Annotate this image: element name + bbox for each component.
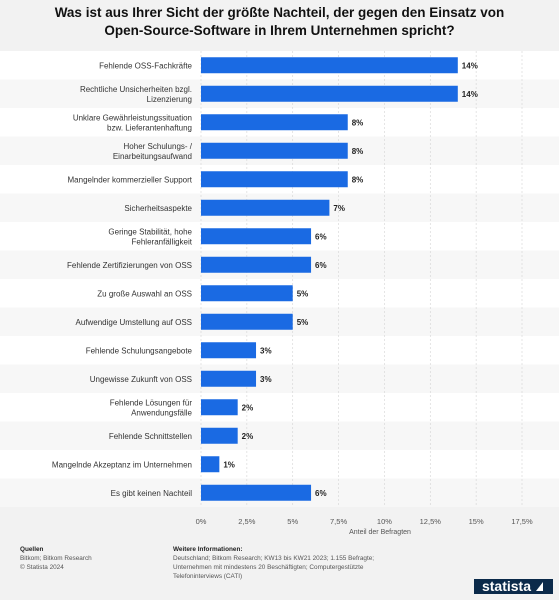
bar-value-label: 1% [223,460,235,469]
row-stripe [0,336,559,365]
x-tick-label: 5% [287,517,298,526]
category-label: Fehlende Schnittstellen [109,432,192,441]
bar [201,142,348,159]
bar-value-label: 7% [333,204,345,213]
row-stripe [0,421,559,450]
category-label: Fehlende Zertifizierungen von OSS [67,261,192,270]
bar-value-label: 5% [297,318,309,327]
bar [201,171,348,188]
category-label-line: Hoher Schulungs- / [124,142,193,151]
bar-value-label: 8% [352,147,364,156]
logo-text: statista [481,578,531,594]
bar [201,313,293,330]
bar-value-label: 8% [352,175,364,184]
logo-mark-icon [536,582,543,591]
category-label-line: Fehlende Schnittstellen [109,432,192,441]
category-label-line: bzw. Lieferantenhaftung [107,123,192,132]
category-label: Geringe Stabilität, hohe Fehleranfälligke… [108,227,192,246]
category-label: Rechtliche Unsicherheiten bzgl. Lizenzier… [80,85,192,104]
category-label: Fehlende Lösungen für Anwendungsfälle [110,398,193,417]
bar [201,85,458,102]
bar [201,228,312,245]
category-label: Fehlende Schulungsangebote [86,346,193,355]
category-label-line: Unklare Gewährleistungssituation [73,113,192,122]
bar [201,484,312,501]
x-tick-label: 15% [469,517,484,526]
bar-value-label: 6% [315,232,327,241]
category-label: Ungewisse Zukunft von OSS [90,375,192,384]
x-tick-label: 7,5% [330,517,347,526]
category-label-line: Rechtliche Unsicherheiten bzgl. [80,85,192,94]
category-label: Es gibt keinen Nachteil [111,489,193,498]
category-label-line: Es gibt keinen Nachteil [111,489,193,498]
row-stripe [0,393,559,422]
bar-value-label: 14% [462,90,478,99]
bar-value-label: 14% [462,61,478,70]
category-label: Hoher Schulungs- / Einarbeitungsaufwand [113,142,193,161]
bar-chart: 14% Fehlende OSS-Fachkräfte 14% Rechtliche … [0,51,559,526]
sources-block: Quellen Bitkom; Bitkom Research © Statis… [20,545,92,572]
sources-heading: Quellen [20,546,44,553]
bar-value-label: 3% [260,375,272,384]
category-label-line: Mangelnde Akzeptanz im Unternehmen [52,460,192,469]
category-label-line: Lizenzierung [147,95,192,104]
row-stripe [0,450,559,479]
category-label-line: Fehleranfälligkeit [132,237,193,246]
info-heading: Weitere Informationen: [173,546,243,553]
x-axis-label: Anteil der Befragten [349,529,411,536]
bar [201,285,293,302]
bar-value-label: 5% [297,289,309,298]
bar [201,370,257,387]
bar-value-label: 6% [315,489,327,498]
x-tick-label: 12,5% [420,517,442,526]
category-label-line: Anwendungsfälle [131,408,192,417]
info-block: Weitere Informationen: Deutschland; Bitk… [173,545,374,581]
row-stripe [0,364,559,393]
category-label-line: Fehlende Lösungen für [110,398,193,407]
bar-value-label: 8% [352,118,364,127]
info-line-3: Telefoninterviews (CATI) [173,573,243,580]
category-label-line: Fehlende OSS-Fachkräfte [99,61,192,70]
x-tick-label: 2,5% [238,517,255,526]
category-label-line: Ungewisse Zukunft von OSS [90,375,192,384]
footer: Quellen Bitkom; Bitkom Research © Statis… [0,541,559,600]
category-label: Mangelnder kommerzieller Support [68,175,193,184]
chart-title: Was ist aus Ihrer Sicht der größte Nacht… [54,5,505,38]
bar [201,456,220,473]
bar-value-label: 3% [260,346,272,355]
category-label-line: Aufwendige Umstellung auf OSS [75,318,192,327]
bar [201,342,257,359]
bar [201,199,330,216]
category-label: Sicherheitsaspekte [124,204,192,213]
category-label-line: Zu große Auswahl an OSS [97,289,192,298]
category-label-line: Einarbeitungsaufwand [113,152,192,161]
bar [201,256,312,273]
category-label-line: Mangelnder kommerzieller Support [68,175,193,184]
category-label: Mangelnde Akzeptanz im Unternehmen [52,460,192,469]
bar-value-label: 6% [315,261,327,270]
category-label-line: Fehlende Schulungsangebote [86,346,193,355]
category-label-line: Sicherheitsaspekte [124,204,192,213]
category-label: Zu große Auswahl an OSS [97,289,192,298]
x-tick-label: 17,5% [511,517,533,526]
category-label: Unklare Gewährleistungssituation bzw. Lie… [73,113,192,132]
category-label-line: Fehlende Zertifizierungen von OSS [67,261,192,270]
info-line-2: Unternehmen mit mindestens 20 Beschäftig… [173,564,364,571]
category-label: Aufwendige Umstellung auf OSS [75,318,192,327]
x-tick-label: 10% [377,517,392,526]
x-tick-label: 0% [196,517,207,526]
bar [201,114,348,131]
bar [201,399,238,416]
bar [201,427,238,444]
category-label-line: Geringe Stabilität, hohe [108,227,192,236]
category-label: Fehlende OSS-Fachkräfte [99,61,192,70]
copyright-text: © Statista 2024 [20,564,64,571]
bar-value-label: 2% [242,432,254,441]
statista-logo[interactable]: statista [473,578,553,594]
sources-text: Bitkom; Bitkom Research [20,555,92,562]
info-line-1: Deutschland; Bitkom Research; KW13 bis K… [173,555,375,562]
bar [201,57,458,74]
bar-value-label: 2% [242,403,254,412]
